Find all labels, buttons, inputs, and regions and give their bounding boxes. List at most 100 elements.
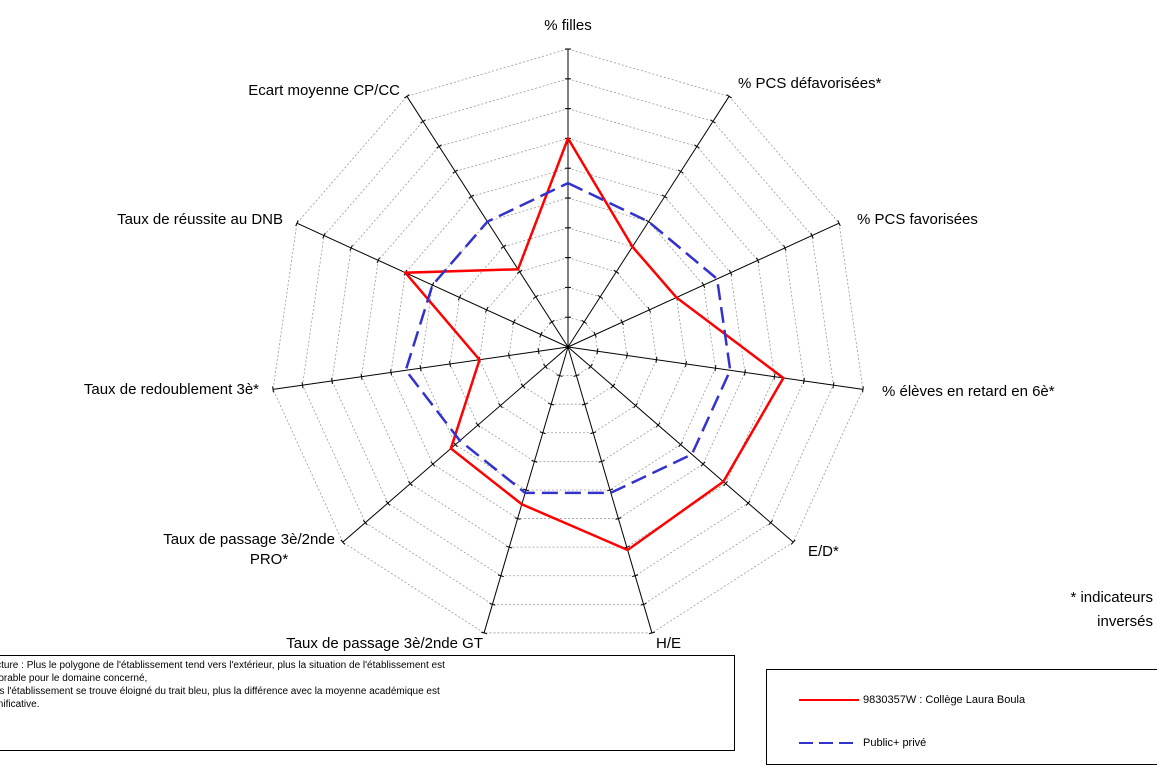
axis-tick: [647, 306, 652, 313]
grid-ring-7: [361, 137, 775, 548]
grid-ring-4: [449, 227, 687, 462]
legend-label-public-private: Public+ privé: [863, 737, 927, 749]
axis-tick: [626, 352, 628, 359]
axis-tick: [404, 94, 410, 99]
axis-tick: [481, 631, 488, 635]
axis-tick: [803, 377, 805, 384]
axis-tick: [744, 369, 746, 376]
axis-tick: [390, 369, 392, 376]
axis-tick: [694, 144, 700, 149]
axis-tick: [532, 294, 539, 299]
axis-tick: [645, 219, 652, 224]
legend-swatch-solid-red: [799, 699, 859, 701]
axis-tick: [514, 517, 521, 520]
axis-tick: [590, 431, 597, 435]
legend-label-school: 9830357W : Collège Laura Boula: [863, 694, 1026, 706]
axis-label-6: H/E: [656, 635, 681, 652]
axis-tick: [678, 441, 683, 448]
grid-ring-1: [538, 316, 598, 376]
axis-tick: [322, 232, 326, 239]
axis-tick: [520, 383, 526, 389]
grid-ring-9: [302, 78, 834, 605]
axis-tick: [531, 460, 538, 463]
axis-tick: [573, 374, 580, 377]
axis-tick: [385, 500, 391, 506]
axis-tick: [436, 144, 442, 149]
axis-tick: [862, 386, 864, 393]
axis-tick: [331, 377, 333, 384]
axis-tick: [655, 422, 661, 428]
reading-note-line-4: significative.: [0, 699, 40, 710]
radar-axes: [272, 48, 864, 635]
axis-tick: [362, 520, 368, 526]
axis-labels: % filles % PCS défavorisées* % PCS favoris…: [84, 17, 1055, 652]
axis-tick: [457, 294, 462, 301]
axis-label-1: % filles: [544, 17, 592, 34]
axis-tick: [700, 461, 706, 467]
reading-note-line-2: favorable pour le domaine concerné,: [0, 673, 148, 684]
axis-tick: [677, 169, 684, 174]
axis-tick: [539, 431, 546, 435]
axis-tick: [728, 269, 733, 276]
axis-tick: [449, 360, 451, 368]
footnote-line-2: inversés: [1097, 613, 1153, 630]
axis-tick: [596, 348, 599, 355]
axis-tick: [549, 319, 555, 324]
axis-tick: [837, 220, 841, 227]
axis-tick: [615, 517, 622, 520]
axis-tick: [783, 245, 787, 251]
axis-tick: [661, 194, 668, 199]
axis-tick: [648, 631, 655, 635]
axis-tick: [295, 220, 299, 227]
axis-label-2: % PCS défavorisées*: [738, 75, 882, 92]
axis-label-10: Taux de réussite au DNB: [117, 211, 283, 228]
axis-tick: [756, 257, 760, 264]
series-school-polygon: [402, 135, 785, 552]
axis-tick: [420, 119, 426, 124]
axis-tick: [581, 402, 588, 406]
axis-tick: [419, 365, 422, 372]
axis-tick: [512, 319, 516, 326]
legend-item-school: 9830357W : Collège Laura Boula: [799, 694, 1025, 706]
axis-tick: [537, 348, 540, 355]
axis-label-4: % élèves en retard en 6è*: [882, 383, 1055, 400]
axis-tick: [593, 331, 597, 338]
axis-tick: [548, 402, 555, 406]
axis-label-7: Taux de passage 3è/2nde GT: [286, 635, 483, 652]
footnote-line-1: * indicateurs: [1070, 589, 1153, 606]
axis-tick: [745, 500, 751, 506]
axis-tick: [597, 294, 604, 299]
axis-tick: [360, 373, 363, 380]
axis-tick: [516, 269, 523, 274]
axis-tick: [610, 383, 616, 389]
reading-note-line-3: Plus l'établissement se trouve éloigné d…: [0, 686, 440, 697]
axis-tick: [773, 373, 776, 380]
axis-tick: [633, 402, 638, 409]
radar-series: [402, 135, 785, 552]
reading-note: Lecture : Plus le polygone de l'établiss…: [0, 655, 735, 751]
grid-ring-2: [508, 286, 628, 405]
axis-tick: [632, 574, 639, 578]
axis-tick: [620, 319, 624, 326]
axis-label-3: % PCS favorisées: [857, 211, 978, 228]
chart-legend: 9830357W : Collège Laura Boula Public+ p…: [766, 669, 1157, 765]
axis-tick: [655, 356, 658, 363]
reading-note-line-1: Lecture : Plus le polygone de l'établiss…: [0, 660, 445, 671]
axis-label-8: Taux de passage 3è/2nde PRO*: [163, 531, 335, 568]
axis-tick: [723, 481, 728, 487]
legend-item-public-private: Public+ privé: [799, 737, 926, 749]
axis-tick: [685, 360, 687, 368]
axis-tick: [497, 574, 504, 578]
axis-tick: [543, 363, 548, 370]
axis-tick: [498, 402, 503, 409]
axis-tick: [430, 282, 435, 289]
axis-tick: [588, 363, 593, 370]
axis-tick: [430, 461, 436, 467]
axis-tick: [523, 488, 530, 492]
axis-label-5: E/D*: [808, 543, 839, 560]
axis-tick: [489, 603, 496, 606]
axis-tick: [272, 386, 274, 393]
axis-tick: [810, 232, 814, 239]
axis-tick: [640, 603, 647, 606]
axis-tick: [726, 94, 732, 99]
